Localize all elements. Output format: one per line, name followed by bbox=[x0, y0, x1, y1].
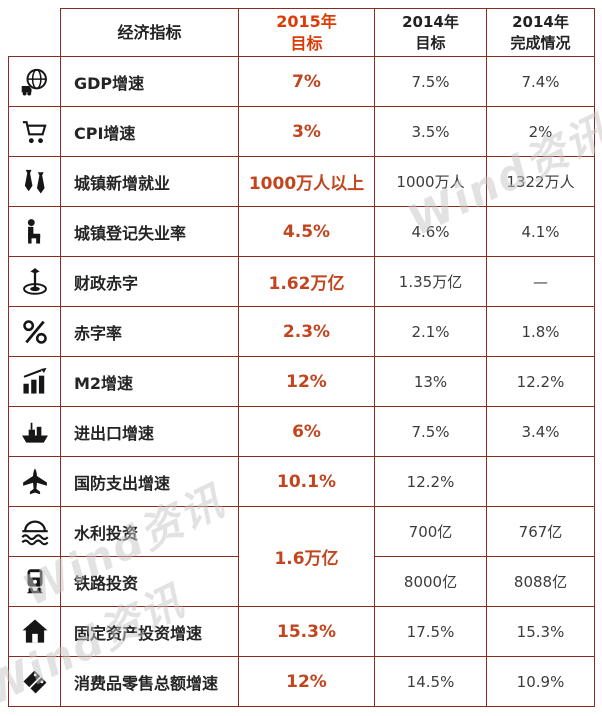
globe-truck-icon bbox=[21, 68, 47, 95]
target-2014-value: 700亿 bbox=[374, 506, 487, 557]
dart-target-icon bbox=[22, 267, 47, 295]
target-2015-value: 12% bbox=[238, 656, 375, 707]
actual-2014-value: 3.4% bbox=[486, 406, 595, 457]
actual-2014-value: 1322万人 bbox=[486, 156, 595, 207]
actual-2014-value: 767亿 bbox=[486, 506, 595, 557]
actual-2014-value bbox=[486, 456, 595, 507]
target-2014-value: 14.5% bbox=[374, 656, 487, 707]
fighter-jet-icon bbox=[22, 467, 47, 494]
row-icon-cell bbox=[8, 306, 61, 357]
target-2015-value: 12% bbox=[238, 356, 375, 407]
target-2014-value: 3.5% bbox=[374, 106, 487, 157]
target-2015-value: 7% bbox=[238, 56, 375, 107]
indicator-label: 城镇登记失业率 bbox=[60, 206, 239, 257]
row-unemployment-rate: 城镇登记失业率 4.5% 4.6% 4.1% bbox=[8, 206, 595, 257]
house-icon bbox=[22, 619, 47, 643]
target-2014-value: 8000亿 bbox=[374, 556, 487, 607]
indicator-label: 赤字率 bbox=[60, 306, 239, 357]
actual-2014-value: 1.8% bbox=[486, 306, 595, 357]
row-icon-cell bbox=[8, 156, 61, 207]
col-header-2014-actual: 2014年 完成情况 bbox=[486, 8, 595, 57]
actual-2014-value: 12.2% bbox=[486, 356, 595, 407]
row-deficit-ratio: 赤字率 2.3% 2.1% 1.8% bbox=[8, 306, 595, 357]
shopping-cart-icon bbox=[22, 120, 47, 143]
indicator-label: 城镇新增就业 bbox=[60, 156, 239, 207]
unemployed-person-icon bbox=[27, 218, 40, 244]
percent-icon bbox=[22, 319, 47, 344]
row-icon-cell bbox=[8, 506, 61, 557]
target-2015-value: 2.3% bbox=[238, 306, 375, 357]
row-gdp: GDP增速 7% 7.5% 7.4% bbox=[8, 56, 595, 107]
col-header-indicator: 经济指标 bbox=[60, 8, 239, 57]
row-retail: 消费品零售总额增速 12% 14.5% 10.9% bbox=[8, 656, 595, 707]
corner-cell bbox=[8, 8, 61, 57]
indicators-table: 经济指标 2015年 目标 2014年 目标 2014年 完成情况 GDP增速 … bbox=[8, 8, 595, 707]
indicator-label: 财政赤字 bbox=[60, 256, 239, 307]
target-2015-value: 4.5% bbox=[238, 206, 375, 257]
row-icon-cell bbox=[8, 656, 61, 707]
indicator-label: 国防支出增速 bbox=[60, 456, 239, 507]
header-row: 经济指标 2015年 目标 2014年 目标 2014年 完成情况 bbox=[8, 8, 595, 57]
indicator-label: GDP增速 bbox=[60, 56, 239, 107]
row-fiscal-deficit: 财政赤字 1.62万亿 1.35万亿 — bbox=[8, 256, 595, 307]
row-icon-cell bbox=[8, 256, 61, 307]
row-water: 水利投资 1.6万亿 700亿 767亿 bbox=[8, 506, 595, 607]
target-2015-merged-value: 1.6万亿 bbox=[238, 506, 375, 607]
row-icon-cell bbox=[8, 406, 61, 457]
target-2015-value: 6% bbox=[238, 406, 375, 457]
target-2014-value: 17.5% bbox=[374, 606, 487, 657]
row-icon-cell bbox=[8, 106, 61, 157]
actual-2014-value: 4.1% bbox=[486, 206, 595, 257]
indicator-label: M2增速 bbox=[60, 356, 239, 407]
target-2015-value: 3% bbox=[238, 106, 375, 157]
actual-2014-value: — bbox=[486, 256, 595, 307]
row-m2: M2增速 12% 13% 12.2% bbox=[8, 356, 595, 407]
indicator-label: CPI增速 bbox=[60, 106, 239, 157]
target-2014-value: 1000万人 bbox=[374, 156, 487, 207]
target-2015-value: 15.3% bbox=[238, 606, 375, 657]
row-icon-cell bbox=[8, 56, 61, 107]
row-cpi: CPI增速 3% 3.5% 2% bbox=[8, 106, 595, 157]
target-2015-value: 10.1% bbox=[238, 456, 375, 507]
indicator-label: 铁路投资 bbox=[60, 556, 239, 607]
row-railway: 铁路投资 8000亿 8088亿 bbox=[8, 556, 595, 607]
necktie-icon bbox=[24, 169, 45, 194]
actual-2014-value: 10.9% bbox=[486, 656, 595, 707]
row-icon-cell bbox=[8, 556, 61, 607]
row-fixed-asset: 固定资产投资增速 15.3% 17.5% 15.3% bbox=[8, 606, 595, 657]
row-icon-cell bbox=[8, 206, 61, 257]
indicator-label: 固定资产投资增速 bbox=[60, 606, 239, 657]
target-2015-value: 1000万人以上 bbox=[238, 156, 375, 207]
indicator-label: 水利投资 bbox=[60, 506, 239, 557]
col-header-2014-target: 2014年 目标 bbox=[374, 8, 487, 57]
row-defense: 国防支出增速 10.1% 12.2% bbox=[8, 456, 595, 507]
col-header-2015-target: 2015年 目标 bbox=[238, 8, 375, 57]
target-2014-value: 2.1% bbox=[374, 306, 487, 357]
actual-2014-value: 15.3% bbox=[486, 606, 595, 657]
target-2014-value: 7.5% bbox=[374, 406, 487, 457]
target-2014-value: 1.35万亿 bbox=[374, 256, 487, 307]
target-2014-value: 7.5% bbox=[374, 56, 487, 107]
price-tags-icon bbox=[21, 668, 48, 695]
row-trade: 进出口增速 6% 7.5% 3.4% bbox=[8, 406, 595, 457]
train-icon bbox=[26, 568, 43, 593]
target-2014-value: 13% bbox=[374, 356, 487, 407]
cargo-ship-icon bbox=[21, 422, 48, 443]
indicator-label: 进出口增速 bbox=[60, 406, 239, 457]
row-employment: 城镇新增就业 1000万人以上 1000万人 1322万人 bbox=[8, 156, 595, 207]
row-icon-cell bbox=[8, 356, 61, 407]
actual-2014-value: 8088亿 bbox=[486, 556, 595, 607]
water-waves-icon bbox=[21, 520, 48, 545]
target-2014-value: 12.2% bbox=[374, 456, 487, 507]
target-2015-value: 1.62万亿 bbox=[238, 256, 375, 307]
target-2014-value: 4.6% bbox=[374, 206, 487, 257]
indicator-label: 消费品零售总额增速 bbox=[60, 656, 239, 707]
actual-2014-value: 7.4% bbox=[486, 56, 595, 107]
bar-chart-icon bbox=[22, 367, 47, 394]
row-icon-cell bbox=[8, 606, 61, 657]
actual-2014-value: 2% bbox=[486, 106, 595, 157]
row-icon-cell bbox=[8, 456, 61, 507]
